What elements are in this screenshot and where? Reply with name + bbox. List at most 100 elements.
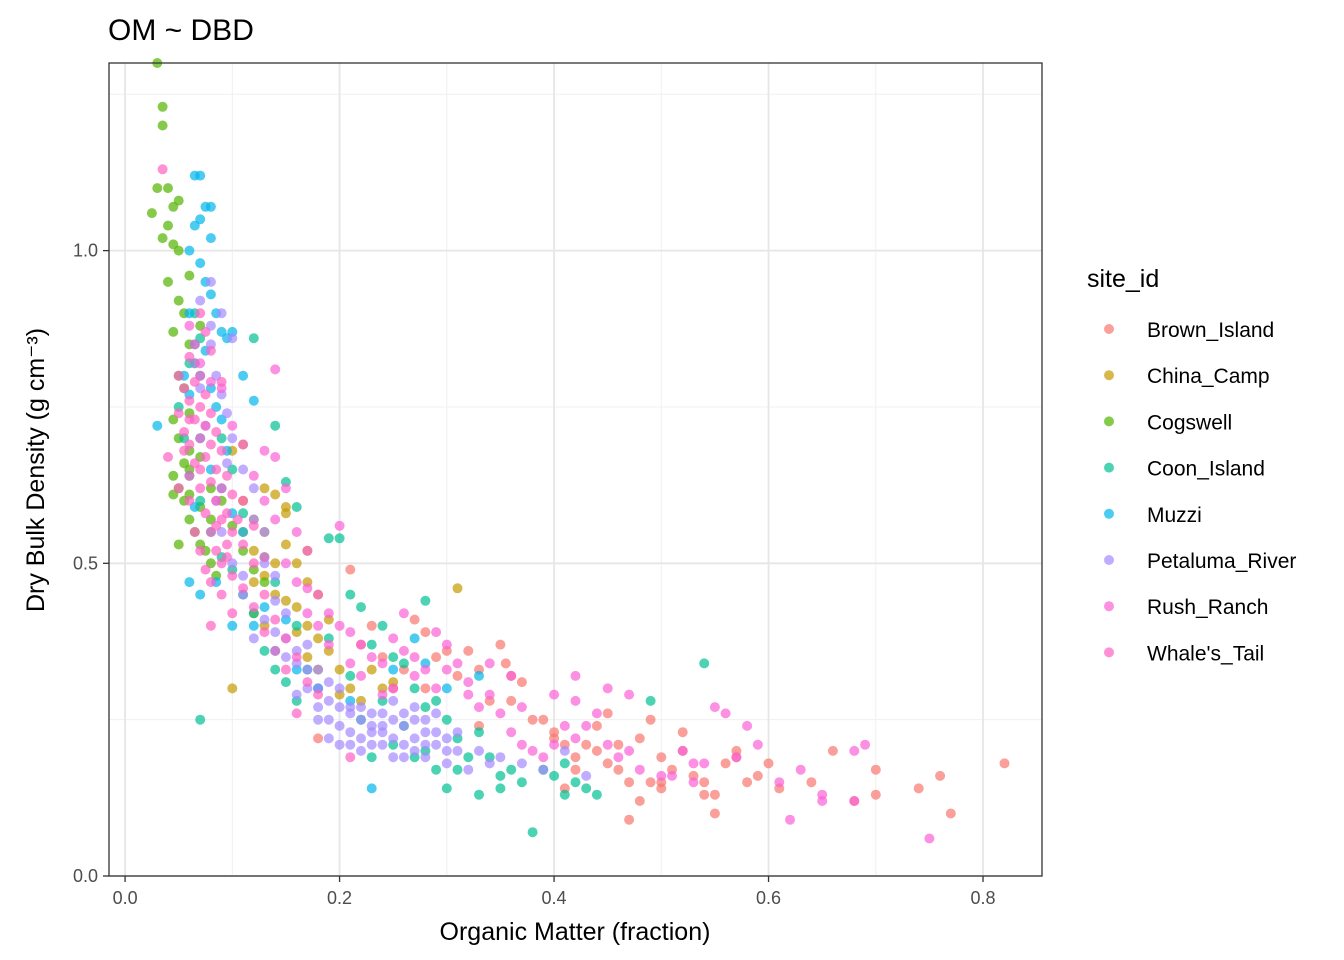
point-petaluma-river — [420, 752, 431, 763]
point-whale-s-tail — [259, 552, 270, 563]
point-petaluma-river — [227, 433, 238, 444]
point-whale-s-tail — [179, 445, 190, 456]
point-rush-ranch — [259, 445, 270, 456]
point-rush-ranch — [366, 652, 377, 663]
point-brown-island — [999, 758, 1010, 769]
point-whale-s-tail — [227, 527, 238, 537]
point-brown-island — [500, 658, 511, 669]
point-coon-island — [559, 758, 570, 769]
point-cogswell — [173, 245, 184, 256]
point-rush-ranch — [280, 558, 291, 569]
point-whale-s-tail — [248, 602, 259, 613]
point-whale-s-tail — [248, 520, 259, 531]
point-petaluma-river — [313, 714, 324, 725]
point-coon-island — [345, 589, 356, 600]
point-muzzi — [388, 664, 399, 675]
point-petaluma-river — [388, 714, 399, 725]
point-muzzi — [189, 220, 200, 231]
legend: site_id Brown_Island China_Camp Cogswell Co… — [1087, 265, 1296, 665]
point-rush-ranch — [849, 796, 860, 806]
point-rush-ranch — [688, 777, 699, 788]
point-rush-ranch — [699, 758, 710, 769]
point-whale-s-tail — [232, 514, 243, 525]
point-petaluma-river — [388, 695, 399, 706]
point-coon-island — [549, 770, 560, 781]
point-coon-island — [699, 658, 710, 669]
point-whale-s-tail — [200, 508, 211, 519]
point-brown-island — [409, 614, 420, 625]
point-cogswell — [173, 539, 184, 550]
legend-label: China_Camp — [1147, 365, 1270, 388]
point-cogswell — [157, 233, 168, 244]
point-coon-island — [259, 645, 270, 656]
legend-label: Whale's_Tail — [1147, 642, 1264, 665]
point-cogswell — [163, 220, 173, 231]
point-whale-s-tail — [270, 614, 281, 625]
point-whale-s-tail — [195, 370, 206, 381]
point-whale-s-tail — [248, 558, 259, 569]
point-whale-s-tail — [222, 552, 232, 563]
legend-title: site_id — [1087, 265, 1159, 293]
point-brown-island — [634, 733, 645, 744]
point-brown-island — [313, 733, 324, 744]
point-rush-ranch — [795, 764, 806, 775]
point-petaluma-river — [238, 464, 249, 475]
plot-panel-border — [108, 62, 1043, 877]
point-muzzi — [248, 395, 259, 406]
point-muzzi — [184, 577, 195, 588]
point-brown-island — [870, 789, 881, 800]
point-whale-s-tail — [157, 164, 168, 175]
point-brown-island — [463, 645, 474, 656]
point-china-camp — [270, 558, 281, 569]
point-whale-s-tail — [259, 589, 270, 600]
point-rush-ranch — [334, 620, 345, 631]
point-rush-ranch — [516, 739, 527, 750]
point-petaluma-river — [431, 708, 442, 719]
point-brown-island — [613, 764, 624, 775]
legend-key — [1104, 601, 1114, 612]
point-brown-island — [709, 808, 720, 819]
point-whale-s-tail — [270, 645, 281, 656]
point-whale-s-tail — [211, 545, 222, 556]
point-rush-ranch — [656, 770, 667, 781]
point-petaluma-river — [398, 708, 409, 719]
point-coon-island — [195, 714, 206, 725]
point-petaluma-river — [463, 764, 474, 775]
point-petaluma-river — [222, 408, 232, 419]
point-petaluma-river — [216, 308, 227, 319]
point-rush-ranch — [731, 752, 742, 763]
point-china-camp — [280, 539, 291, 550]
point-petaluma-river — [227, 333, 238, 344]
point-muzzi — [238, 527, 249, 537]
point-whale-s-tail — [216, 589, 227, 600]
point-muzzi — [152, 420, 163, 431]
point-whale-s-tail — [211, 464, 222, 475]
point-china-camp — [280, 595, 291, 606]
point-whale-s-tail — [200, 389, 211, 400]
point-whale-s-tail — [205, 577, 216, 588]
point-china-camp — [366, 664, 377, 675]
point-petaluma-river — [420, 739, 431, 750]
point-rush-ranch — [227, 420, 238, 431]
point-brown-island — [613, 739, 624, 750]
point-muzzi — [238, 370, 249, 381]
point-petaluma-river — [313, 702, 324, 713]
point-petaluma-river — [388, 733, 399, 744]
point-rush-ranch — [591, 708, 602, 719]
point-rush-ranch — [345, 627, 356, 638]
point-rush-ranch — [431, 683, 442, 694]
point-brown-island — [420, 683, 431, 694]
legend-key — [1104, 508, 1114, 519]
point-rush-ranch — [516, 702, 527, 713]
point-coon-island — [495, 770, 506, 781]
point-coon-island — [356, 602, 366, 613]
point-brown-island — [527, 714, 538, 725]
point-coon-island — [431, 695, 442, 706]
point-cogswell — [163, 183, 173, 194]
x-tick-label: 0.8 — [971, 888, 996, 908]
point-coon-island — [474, 789, 484, 800]
point-china-camp — [291, 602, 302, 613]
point-rush-ranch — [538, 752, 549, 763]
point-rush-ranch — [742, 720, 753, 731]
point-coon-island — [527, 827, 538, 838]
